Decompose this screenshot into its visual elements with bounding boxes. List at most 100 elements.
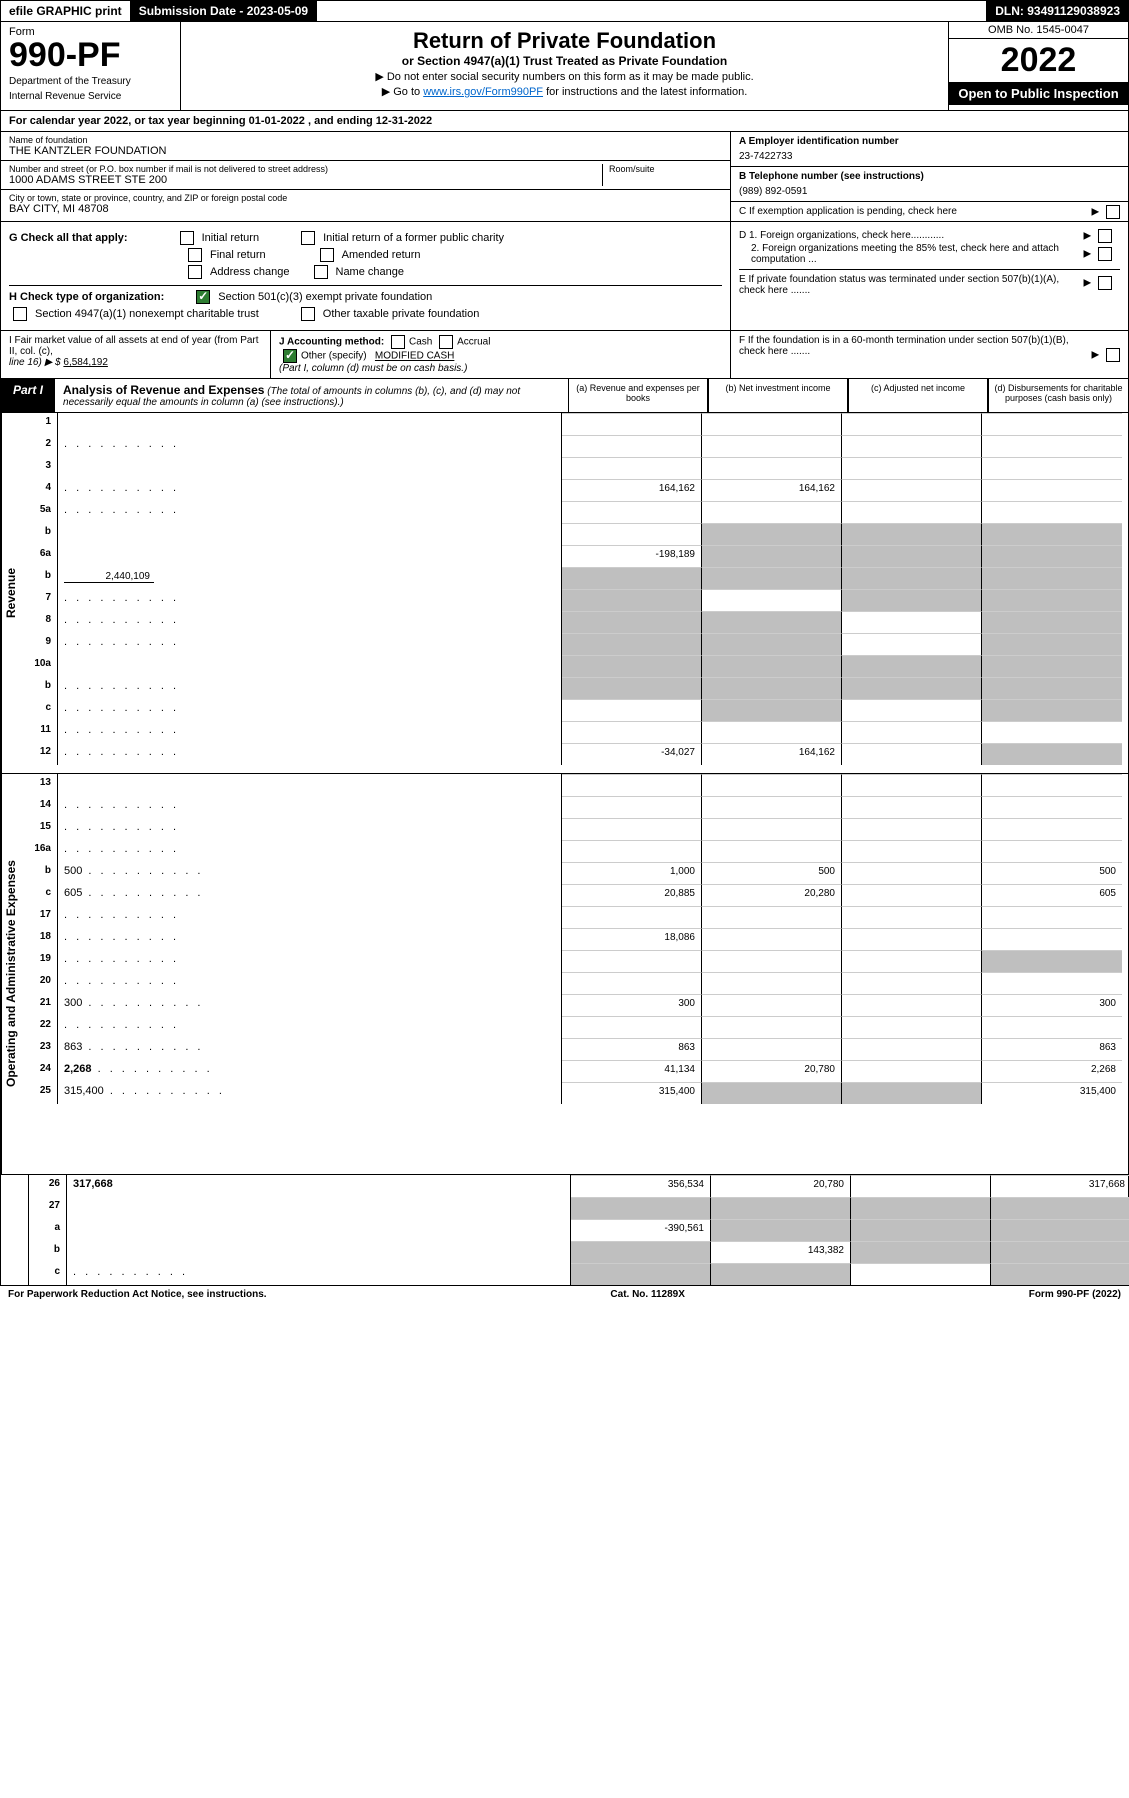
g-name-change-checkbox[interactable] (314, 265, 328, 279)
expense-rows: 13141516ab5001,000500500c60520,88520,280… (20, 774, 1128, 1174)
table-row: c60520,88520,280605 (20, 884, 1128, 906)
h-4947-checkbox[interactable] (13, 307, 27, 321)
dln-label: DLN: 93491129038923 (986, 1, 1128, 21)
table-row: 1 (20, 413, 1128, 435)
line-number: 20 (20, 972, 58, 994)
street-address: 1000 ADAMS STREET STE 200 (9, 174, 602, 186)
value-cell (982, 972, 1122, 994)
value-cell (842, 928, 982, 950)
value-cell (982, 677, 1122, 699)
form-url-link[interactable]: www.irs.gov/Form990PF (423, 86, 543, 98)
instruction-1: ▶ Do not enter social security numbers o… (191, 70, 938, 83)
e-checkbox[interactable] (1098, 276, 1112, 290)
f-checkbox[interactable] (1106, 348, 1120, 362)
header-center: Return of Private Foundation or Section … (181, 22, 948, 110)
table-row: 11 (20, 721, 1128, 743)
h-501c3-checkbox[interactable] (196, 290, 210, 304)
line-number: 10a (20, 655, 58, 677)
j-note: (Part I, column (d) must be on cash basi… (279, 363, 467, 374)
value-cell (702, 699, 842, 721)
value-cell (702, 435, 842, 457)
line-description (58, 435, 562, 457)
efile-print-button[interactable]: efile GRAPHIC print (1, 1, 131, 21)
h-other-taxable-checkbox[interactable] (301, 307, 315, 321)
value-cell (562, 611, 702, 633)
irs-label: Internal Revenue Service (9, 91, 172, 102)
value-cell (842, 589, 982, 611)
value-cell: 164,162 (702, 743, 842, 765)
table-row: c (1, 1263, 1128, 1285)
value-cell (851, 1219, 991, 1241)
value-cell (571, 1197, 711, 1219)
g-address-change-checkbox[interactable] (188, 265, 202, 279)
value-cell (842, 906, 982, 928)
line-description (58, 818, 562, 840)
value-cell (702, 721, 842, 743)
value-cell (842, 862, 982, 884)
value-cell (982, 567, 1122, 589)
value-cell (842, 994, 982, 1016)
value-cell (702, 1016, 842, 1038)
value-cell (842, 677, 982, 699)
c-checkbox[interactable] (1106, 205, 1120, 219)
line-description (58, 545, 562, 567)
value-cell (711, 1263, 851, 1285)
line-number: 12 (20, 743, 58, 765)
line-description (67, 1219, 571, 1241)
j-other-checkbox[interactable] (283, 349, 297, 363)
form-number: 990-PF (9, 38, 172, 72)
g-final-return-checkbox[interactable] (188, 248, 202, 262)
line-number: b (29, 1241, 67, 1263)
d1-checkbox[interactable] (1098, 229, 1112, 243)
table-row: b (20, 523, 1128, 545)
value-cell (991, 1241, 1129, 1263)
value-cell (982, 633, 1122, 655)
g-initial-return-checkbox[interactable] (180, 231, 194, 245)
line-number: 2 (20, 435, 58, 457)
j-accrual-checkbox[interactable] (439, 335, 453, 349)
value-cell (702, 655, 842, 677)
line-description (58, 743, 562, 765)
value-cell: 500 (982, 862, 1122, 884)
col-c-header: (c) Adjusted net income (848, 379, 988, 412)
value-cell (562, 567, 702, 589)
value-cell (562, 840, 702, 862)
value-cell (702, 457, 842, 479)
value-cell (571, 1241, 711, 1263)
line-description: 605 (58, 884, 562, 906)
form-header: Form 990-PF Department of the Treasury I… (0, 22, 1129, 111)
j-cash-checkbox[interactable] (391, 335, 405, 349)
j-label: J Accounting method: (279, 337, 384, 348)
value-cell (842, 699, 982, 721)
g-amended-checkbox[interactable] (320, 248, 334, 262)
value-cell: 315,400 (982, 1082, 1122, 1104)
line-description (58, 1016, 562, 1038)
line-number: 17 (20, 906, 58, 928)
line-description (58, 589, 562, 611)
table-row: b (20, 677, 1128, 699)
g-former-charity-checkbox[interactable] (301, 231, 315, 245)
value-cell (562, 457, 702, 479)
value-cell: 41,134 (562, 1060, 702, 1082)
value-cell (842, 884, 982, 906)
table-row: 15 (20, 818, 1128, 840)
tax-year: 2022 (949, 39, 1128, 82)
value-cell (562, 796, 702, 818)
value-cell (702, 1038, 842, 1060)
d2-checkbox[interactable] (1098, 247, 1112, 261)
line-description (58, 479, 562, 501)
table-row: 6a-198,189 (20, 545, 1128, 567)
phone-value: (989) 892-0591 (739, 186, 1120, 197)
part1-label: Part I (1, 379, 55, 412)
value-cell (842, 523, 982, 545)
value-cell (702, 928, 842, 950)
value-cell (842, 950, 982, 972)
value-cell (982, 611, 1122, 633)
table-row: 1818,086 (20, 928, 1128, 950)
value-cell (562, 1016, 702, 1038)
j-other: Other (specify) (301, 351, 367, 362)
value-cell (702, 994, 842, 1016)
value-cell (842, 1082, 982, 1104)
table-row: b143,382 (1, 1241, 1128, 1263)
omb-number: OMB No. 1545-0047 (949, 22, 1128, 39)
